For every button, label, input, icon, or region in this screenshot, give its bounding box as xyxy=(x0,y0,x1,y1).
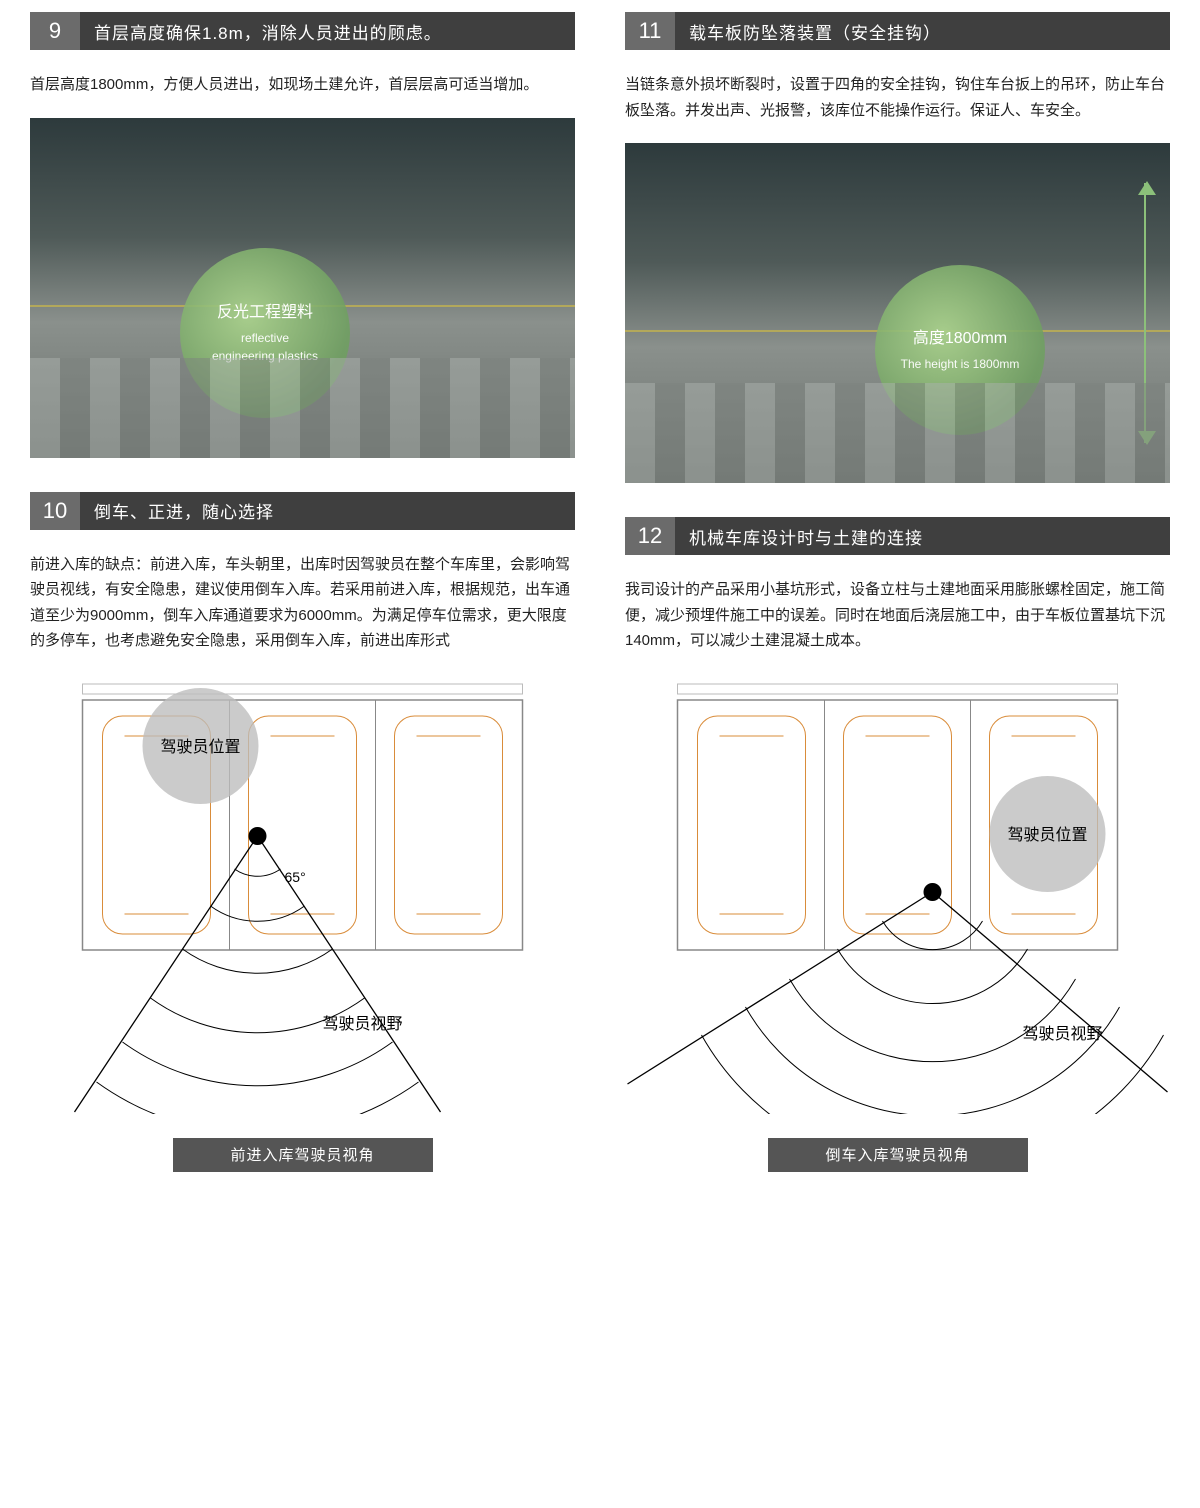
section-header: 11 载车板防坠落装置（安全挂钩） xyxy=(625,12,1170,50)
bubble-en: The height is 1800mm xyxy=(901,355,1020,373)
section-text: 首层高度1800mm，方便人员进出，如现场土建允许，首层层高可适当增加。 xyxy=(30,72,575,98)
photo-fall-hook: 高度1800mm The height is 1800mm xyxy=(625,143,1170,483)
bubble-height: 高度1800mm The height is 1800mm xyxy=(875,265,1045,435)
diagram-caption: 倒车入库驾驶员视角 xyxy=(768,1138,1028,1172)
photo-ground-floor: 反光工程塑料 reflective engineering plastics xyxy=(30,118,575,458)
bubble-en1: reflective xyxy=(241,329,289,347)
diagram-caption: 前进入库驾驶员视角 xyxy=(173,1138,433,1172)
section-title: 倒车、正进，随心选择 xyxy=(80,492,575,530)
section-text: 当链条意外损坏断裂时，设置于四角的安全挂钩，钩住车台扳上的吊环，防止车台板坠落。… xyxy=(625,72,1170,123)
section-title: 首层高度确保1.8m，消除人员进出的顾虑。 xyxy=(80,12,575,50)
angle-label: 65° xyxy=(285,869,306,885)
diagram-reverse-parking: 驾驶员位置 xyxy=(625,674,1170,1172)
bubble-cn: 高度1800mm xyxy=(913,327,1007,351)
section-12: 12 机械车库设计时与土建的连接 我司设计的产品采用小基坑形式，设备立柱与土建地… xyxy=(625,517,1170,1172)
hatch-strip xyxy=(83,684,523,694)
fov-arcs xyxy=(97,869,419,1114)
bubble-en2: engineering plastics xyxy=(212,347,318,365)
section-number: 11 xyxy=(625,12,675,50)
section-number: 10 xyxy=(30,492,80,530)
section-number: 12 xyxy=(625,517,675,555)
height-arrow-icon xyxy=(1144,183,1146,443)
section-11: 11 载车板防坠落装置（安全挂钩） 当链条意外损坏断裂时，设置于四角的安全挂钩，… xyxy=(625,12,1170,483)
driver-pos-label: 驾驶员位置 xyxy=(1007,826,1087,844)
bubble-reflective: 反光工程塑料 reflective engineering plastics xyxy=(180,248,350,418)
diagram-forward-parking: 驾驶员位置 xyxy=(30,674,575,1172)
driver-pos-label: 驾驶员位置 xyxy=(160,738,240,756)
section-header: 10 倒车、正进，随心选择 xyxy=(30,492,575,530)
fov-lines xyxy=(75,836,441,1112)
section-text: 我司设计的产品采用小基坑形式，设备立柱与土建地面采用膨胀螺栓固定，施工简便，减少… xyxy=(625,577,1170,654)
fov-label: 驾驶员视野 xyxy=(323,1015,403,1033)
section-header: 12 机械车库设计时与土建的连接 xyxy=(625,517,1170,555)
section-number: 9 xyxy=(30,12,80,50)
section-9: 9 首层高度确保1.8m，消除人员进出的顾虑。 首层高度1800mm，方便人员进… xyxy=(30,12,575,458)
section-10: 10 倒车、正进，随心选择 前进入库的缺点：前进入库，车头朝里，出库时因驾驶员在… xyxy=(30,492,575,1172)
section-title: 载车板防坠落装置（安全挂钩） xyxy=(675,12,1170,50)
bubble-cn: 反光工程塑料 xyxy=(217,301,313,325)
fov-lines xyxy=(628,892,1168,1092)
section-title: 机械车库设计时与土建的连接 xyxy=(675,517,1170,555)
hatch-strip xyxy=(678,684,1118,694)
fov-label: 驾驶员视野 xyxy=(1023,1025,1103,1043)
section-header: 9 首层高度确保1.8m，消除人员进出的顾虑。 xyxy=(30,12,575,50)
section-text: 前进入库的缺点：前进入库，车头朝里，出库时因驾驶员在整个车库里，会影响驾驶员视线… xyxy=(30,552,575,654)
